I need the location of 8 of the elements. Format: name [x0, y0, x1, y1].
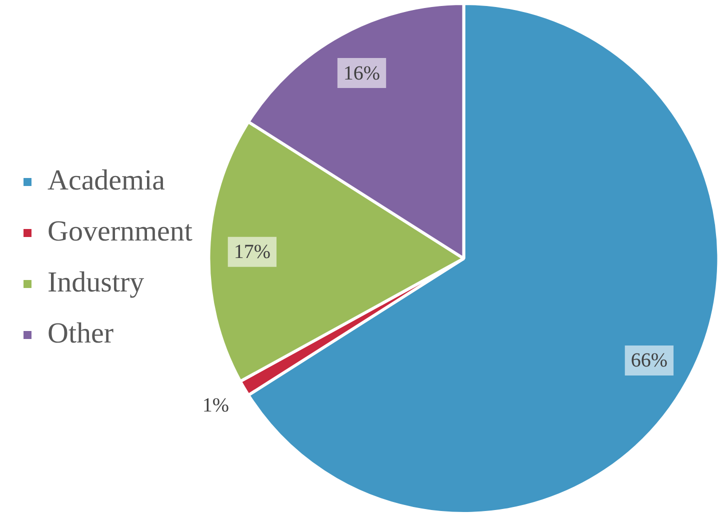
data-label: 1%	[202, 394, 230, 416]
legend-label: Industry	[48, 266, 145, 299]
data-label: 17%	[234, 241, 271, 264]
data-label: 66%	[630, 350, 668, 372]
legend-label: Other	[48, 318, 114, 350]
legend-label: Government	[48, 216, 192, 248]
data-label: 16%	[343, 62, 380, 84]
legend-label: Academia	[48, 164, 166, 197]
